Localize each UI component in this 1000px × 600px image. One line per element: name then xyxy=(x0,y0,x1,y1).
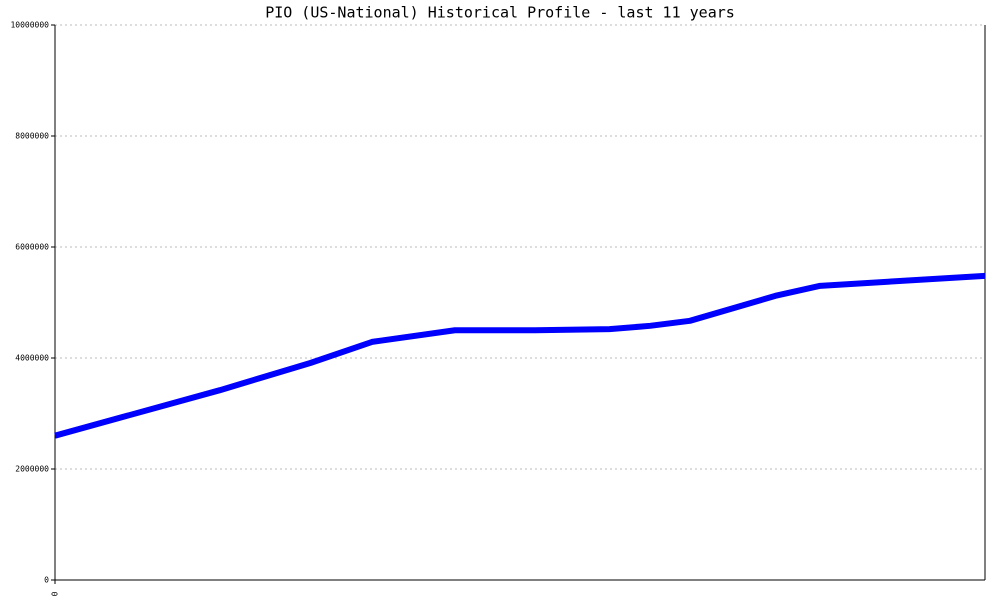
y-tick-label: 2000000 xyxy=(15,465,49,474)
y-tick-label: 4000000 xyxy=(15,354,49,363)
y-tick-label: 6000000 xyxy=(15,243,49,252)
chart-title: PIO (US-National) Historical Profile - l… xyxy=(265,4,735,22)
x-tick-label: 0 xyxy=(51,591,60,596)
y-tick-label: 0 xyxy=(44,576,49,585)
y-tick-label: 10000000 xyxy=(10,21,49,30)
data-line xyxy=(54,272,986,439)
y-tick-label: 8000000 xyxy=(15,132,49,141)
